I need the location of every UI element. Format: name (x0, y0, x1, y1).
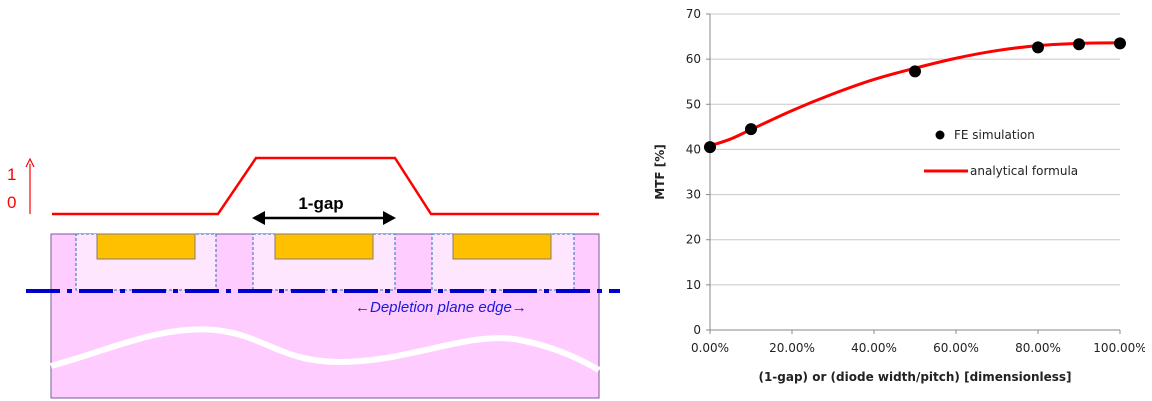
legend-fe-simulation-label: FE simulation (954, 128, 1035, 142)
legend-analytical-formula-label: analytical formula (970, 164, 1078, 178)
level-high-label: 1 (7, 165, 16, 184)
gap-arrow-right-head (383, 211, 396, 225)
response-profile-line (52, 156, 599, 216)
y-tick-label: 50 (686, 97, 701, 111)
chart-x-axis-label: (1-gap) or (diode width/pitch) [dimensio… (758, 370, 1071, 384)
depletion-plane-label: ←Depletion plane edge→ (355, 299, 527, 316)
pixel-schematic-diagram: 1 0 1-gap ←Depletion plane edge→ (7, 156, 620, 399)
fe-simulation-point (1114, 37, 1126, 50)
x-tick-label: 40.00% (851, 341, 897, 355)
fe-simulation-point (909, 65, 921, 78)
mtf-chart: 0 10 20 30 40 50 60 70 0.00% 20.00% 40.00% 60.00% 80… (653, 7, 1145, 384)
x-tick-label: 0.00% (691, 341, 729, 355)
level-arrow-head (25, 157, 35, 168)
chart-legend: FE simulation analytical formula (924, 128, 1078, 178)
chart-y-axis-label: MTF [%] (653, 144, 667, 200)
diode-implant-3 (452, 233, 552, 260)
legend-fe-simulation-marker (935, 130, 945, 140)
fe-simulation-point (745, 123, 757, 136)
x-tick-label: 20.00% (769, 341, 815, 355)
y-tick-label: 70 (686, 7, 701, 21)
y-tick-label: 20 (686, 233, 701, 247)
level-low-label: 0 (7, 193, 16, 212)
y-tick-label: 0 (693, 323, 701, 337)
y-tick-label: 30 (686, 188, 701, 202)
y-tick-label: 40 (686, 142, 701, 156)
y-tick-label: 60 (686, 52, 701, 66)
fe-simulation-point (1073, 38, 1085, 51)
analytical-formula-curve (709, 41, 1121, 148)
gap-arrow-left-head (252, 211, 265, 225)
x-tick-label: 100.00% (1093, 341, 1145, 355)
y-tick-label: 10 (686, 278, 701, 292)
substrate-break-curve (50, 326, 601, 373)
fe-simulation-point (1032, 41, 1044, 54)
x-tick-label: 80.00% (1015, 341, 1061, 355)
diode-implant-1 (96, 233, 196, 260)
gap-label: 1-gap (298, 194, 343, 213)
diode-implant-2 (274, 233, 374, 260)
fe-simulation-point (704, 141, 716, 154)
x-tick-label: 60.00% (933, 341, 979, 355)
